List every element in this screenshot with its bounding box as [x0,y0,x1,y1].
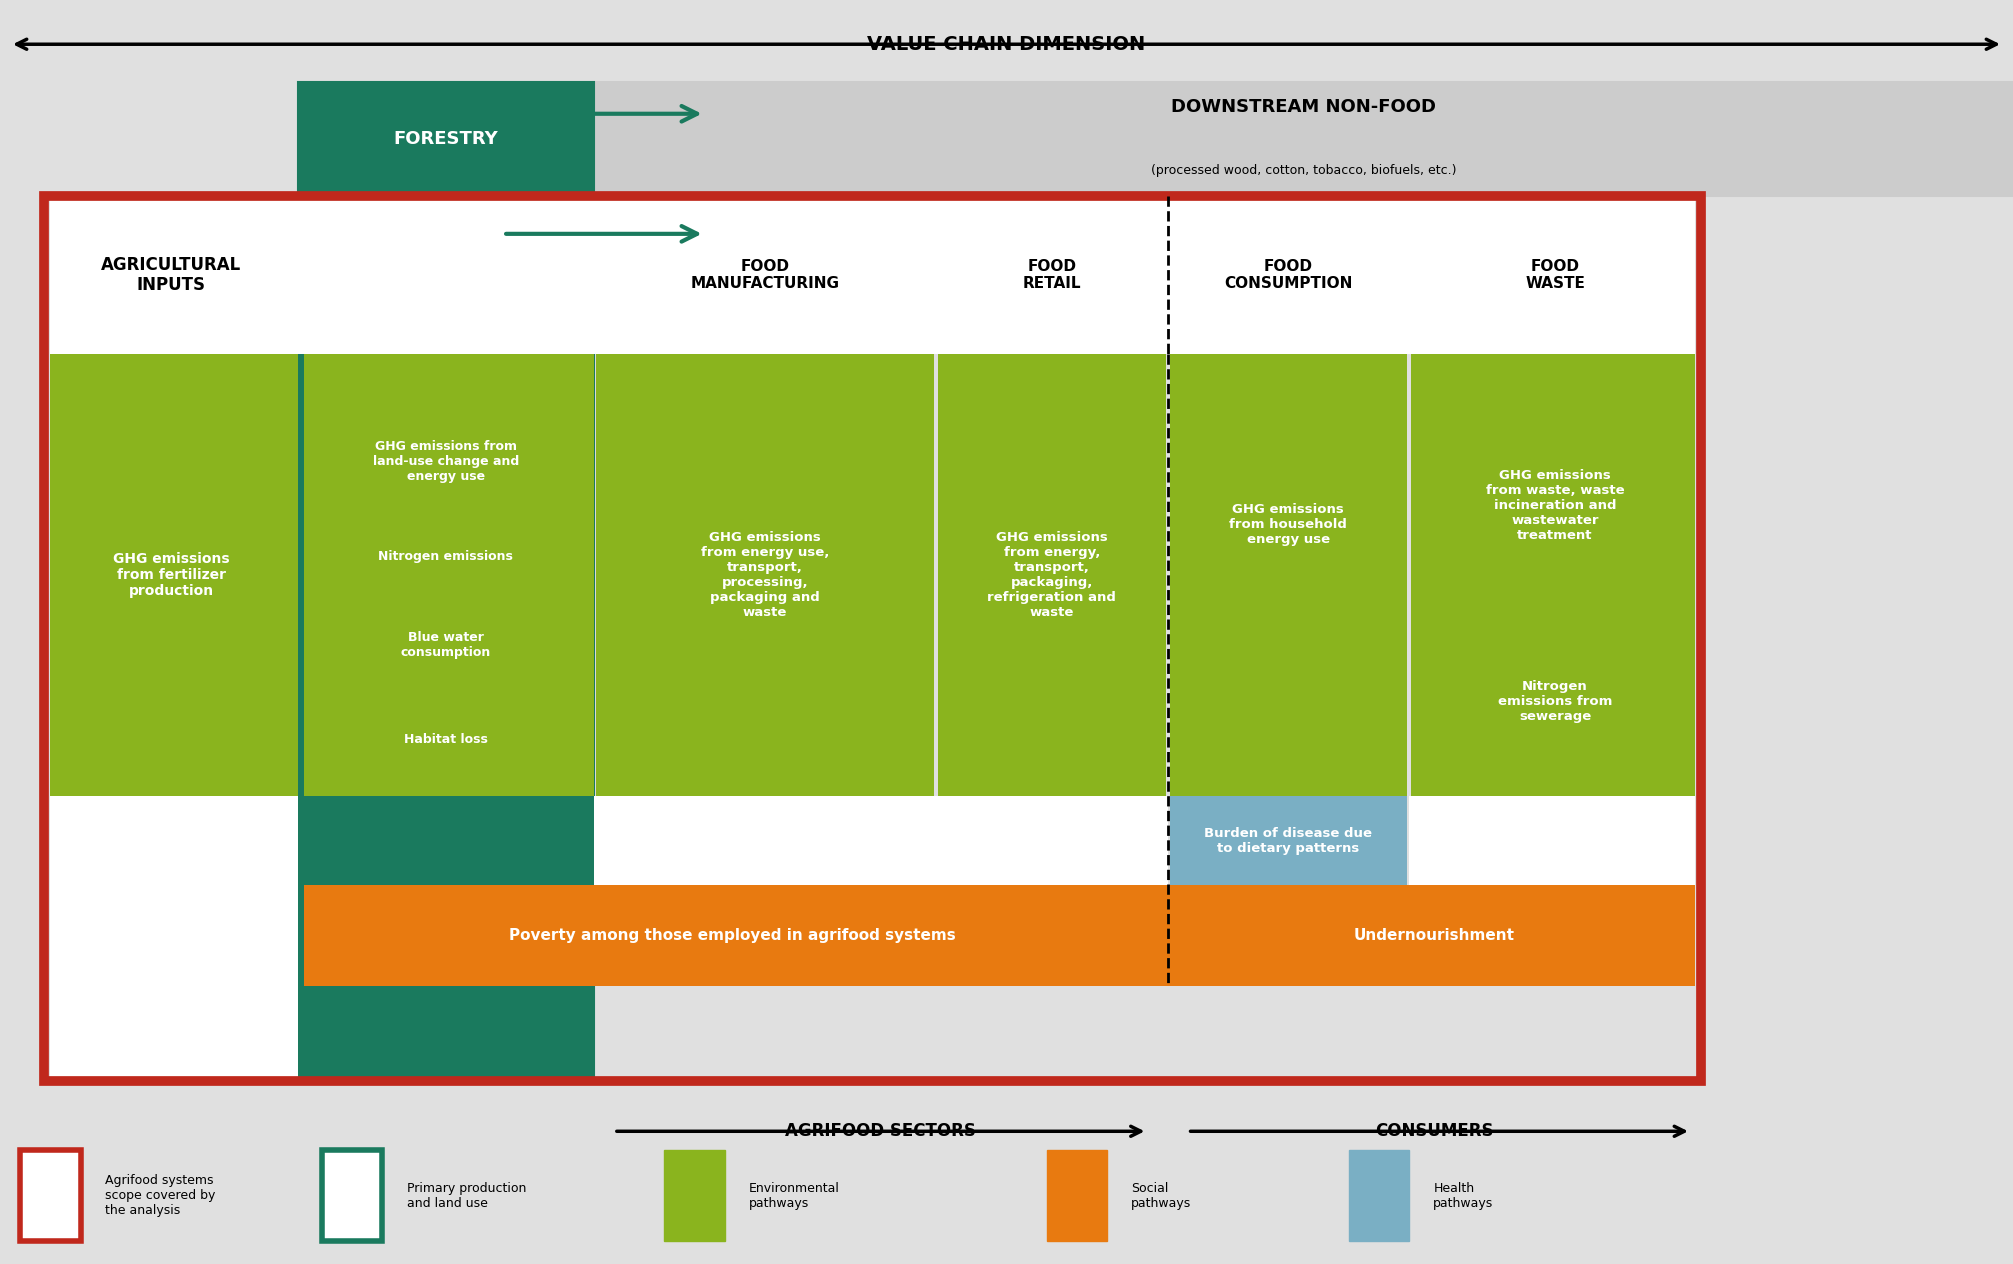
Text: GHG emissions
from energy,
transport,
packaging,
refrigeration and
waste: GHG emissions from energy, transport, pa… [986,531,1117,619]
Bar [1170,354,1407,796]
Text: GHG emissions
from waste, waste
incineration and
wastewater
treatment: GHG emissions from waste, waste incinera… [1486,469,1624,542]
Text: CONSUMERS: CONSUMERS [1375,1122,1494,1140]
Bar [1170,796,1407,885]
Bar [50,354,298,796]
Bar [1411,354,1695,796]
Bar [1047,1150,1107,1241]
Text: DOWNSTREAM NON-FOOD: DOWNSTREAM NON-FOOD [1172,99,1435,116]
Bar [304,885,1695,986]
Bar [938,354,1166,796]
Text: FORESTRY: FORESTRY [393,130,499,148]
Bar [50,196,1695,354]
Bar [664,1150,725,1241]
Text: Health
pathways: Health pathways [1433,1182,1494,1210]
Bar [50,354,298,796]
Text: VALUE CHAIN DIMENSION: VALUE CHAIN DIMENSION [868,34,1145,54]
Bar [50,354,298,1077]
Bar [298,82,594,1081]
Text: PRIMARY
PRODUCTION: PRIMARY PRODUCTION [384,224,507,263]
Text: AGRIFOOD SECTORS: AGRIFOOD SECTORS [785,1122,976,1140]
Bar [304,354,594,796]
Text: FOOD
RETAIL: FOOD RETAIL [1023,259,1081,291]
Bar [44,196,1701,1081]
Text: Burden of disease due
to dietary patterns: Burden of disease due to dietary pattern… [1204,827,1373,854]
Text: Social
pathways: Social pathways [1131,1182,1192,1210]
Text: GHG emissions
from energy use,
transport,
processing,
packaging and
waste: GHG emissions from energy use, transport… [701,531,829,619]
Text: Undernourishment: Undernourishment [1355,928,1514,943]
Bar [1409,796,1695,986]
Bar [322,1150,382,1241]
Text: Blue water
consumption: Blue water consumption [401,631,491,659]
Text: Agrifood systems
scope covered by
the analysis: Agrifood systems scope covered by the an… [105,1174,215,1217]
Text: FOOD
CONSUMPTION: FOOD CONSUMPTION [1224,259,1353,291]
Bar [20,1150,81,1241]
Bar [1349,1150,1409,1241]
Text: FOOD
WASTE: FOOD WASTE [1526,259,1584,291]
Text: (processed wood, cotton, tobacco, biofuels, etc.): (processed wood, cotton, tobacco, biofue… [1151,164,1455,177]
Text: GHG emissions
from household
energy use: GHG emissions from household energy use [1230,503,1347,546]
Bar [594,82,2013,196]
Text: GHG emissions
from fertilizer
production: GHG emissions from fertilizer production [113,552,229,598]
Text: Primary production
and land use: Primary production and land use [407,1182,525,1210]
Text: AGRICULTURAL
INPUTS: AGRICULTURAL INPUTS [101,255,242,295]
Bar [594,796,1168,986]
Bar [50,796,298,986]
Text: Nitrogen emissions: Nitrogen emissions [378,550,513,562]
Text: GHG emissions from
land-use change and
energy use: GHG emissions from land-use change and e… [372,440,519,483]
Text: Environmental
pathways: Environmental pathways [749,1182,839,1210]
Text: FOOD
MANUFACTURING: FOOD MANUFACTURING [690,259,839,291]
Text: Nitrogen
emissions from
sewerage: Nitrogen emissions from sewerage [1498,680,1612,723]
Text: Poverty among those employed in agrifood systems: Poverty among those employed in agrifood… [509,928,956,943]
Text: (food and non-food): (food and non-food) [384,312,507,326]
Bar [596,354,934,796]
Text: Habitat loss: Habitat loss [405,733,487,746]
